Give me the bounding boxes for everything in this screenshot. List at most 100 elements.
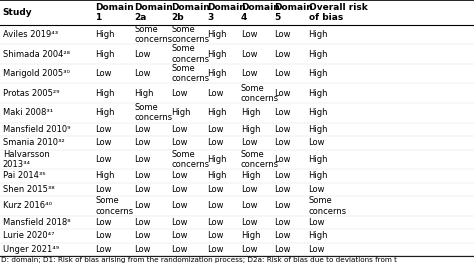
Text: Low: Low — [171, 245, 188, 254]
Text: Shimada 2004²⁸: Shimada 2004²⁸ — [3, 49, 70, 59]
Text: Marigold 2005³⁰: Marigold 2005³⁰ — [3, 69, 70, 78]
Text: Shen 2015³⁸: Shen 2015³⁸ — [3, 185, 55, 194]
Text: Low: Low — [274, 49, 291, 59]
Text: Low: Low — [274, 89, 291, 98]
Text: Low: Low — [274, 30, 291, 39]
Text: Low: Low — [208, 201, 224, 210]
Text: High: High — [208, 49, 227, 59]
Text: Low: Low — [171, 171, 188, 180]
Text: High: High — [171, 108, 191, 117]
Text: Low: Low — [135, 171, 151, 180]
Text: Low: Low — [135, 155, 151, 164]
Text: Low: Low — [208, 185, 224, 194]
Text: Low: Low — [95, 245, 112, 254]
Text: High: High — [309, 30, 328, 39]
Text: Low: Low — [171, 138, 188, 147]
Text: High: High — [135, 89, 154, 98]
Text: High: High — [309, 89, 328, 98]
Text: Low: Low — [274, 185, 291, 194]
Text: Low: Low — [208, 89, 224, 98]
Text: Maki 2008³¹: Maki 2008³¹ — [3, 108, 53, 117]
Text: High: High — [309, 125, 328, 134]
Text: Low: Low — [171, 89, 188, 98]
Text: Aviles 2019⁴³: Aviles 2019⁴³ — [3, 30, 58, 39]
Text: Low: Low — [241, 49, 257, 59]
Text: Low: Low — [208, 245, 224, 254]
Text: Domain
4: Domain 4 — [241, 3, 280, 22]
Text: High: High — [241, 231, 260, 240]
Text: Low: Low — [274, 138, 291, 147]
Text: High: High — [208, 108, 227, 117]
Text: High: High — [309, 69, 328, 78]
Text: Some
concerns: Some concerns — [95, 196, 133, 215]
Text: Low: Low — [135, 69, 151, 78]
Text: Low: Low — [135, 201, 151, 210]
Text: High: High — [95, 30, 115, 39]
Text: Lurie 2020⁴⁷: Lurie 2020⁴⁷ — [3, 231, 55, 240]
Text: Unger 2021⁴⁹: Unger 2021⁴⁹ — [3, 245, 59, 254]
Text: Low: Low — [135, 49, 151, 59]
Text: Some
concerns: Some concerns — [241, 150, 279, 169]
Text: Smania 2010³²: Smania 2010³² — [3, 138, 64, 147]
Text: Some
concerns: Some concerns — [171, 25, 209, 44]
Text: High: High — [208, 69, 227, 78]
Text: Halvarsson
2013³⁴: Halvarsson 2013³⁴ — [3, 150, 50, 169]
Text: Low: Low — [135, 218, 151, 227]
Text: Low: Low — [171, 231, 188, 240]
Text: Low: Low — [95, 185, 112, 194]
Text: Low: Low — [274, 108, 291, 117]
Text: Low: Low — [135, 125, 151, 134]
Text: Some
concerns: Some concerns — [171, 44, 209, 64]
Text: Low: Low — [241, 245, 257, 254]
Text: Some
concerns: Some concerns — [241, 83, 279, 103]
Text: Low: Low — [274, 218, 291, 227]
Text: Pai 2014³⁵: Pai 2014³⁵ — [3, 171, 46, 180]
Text: High: High — [95, 108, 115, 117]
Text: Low: Low — [95, 69, 112, 78]
Text: High: High — [208, 171, 227, 180]
Text: Domain
2b: Domain 2b — [171, 3, 210, 22]
Text: Some
concerns: Some concerns — [309, 196, 346, 215]
Text: High: High — [309, 155, 328, 164]
Text: High: High — [95, 49, 115, 59]
Text: Domain
2a: Domain 2a — [135, 3, 173, 22]
Text: Low: Low — [95, 125, 112, 134]
Text: Domain
3: Domain 3 — [208, 3, 246, 22]
Text: Low: Low — [171, 218, 188, 227]
Text: Domain
1: Domain 1 — [95, 3, 134, 22]
Text: Low: Low — [309, 138, 325, 147]
Text: Low: Low — [309, 218, 325, 227]
Text: High: High — [309, 49, 328, 59]
Text: Mansfield 2018⁸: Mansfield 2018⁸ — [3, 218, 71, 227]
Text: High: High — [241, 171, 260, 180]
Text: Low: Low — [208, 125, 224, 134]
Text: Low: Low — [135, 245, 151, 254]
Text: Low: Low — [274, 155, 291, 164]
Text: Kurz 2016⁴⁰: Kurz 2016⁴⁰ — [3, 201, 52, 210]
Text: Overall risk
of bias: Overall risk of bias — [309, 3, 367, 22]
Text: Low: Low — [274, 69, 291, 78]
Text: High: High — [95, 171, 115, 180]
Text: Low: Low — [95, 155, 112, 164]
Text: Low: Low — [171, 185, 188, 194]
Text: Low: Low — [274, 201, 291, 210]
Text: Low: Low — [95, 138, 112, 147]
Text: Low: Low — [135, 185, 151, 194]
Text: Low: Low — [274, 125, 291, 134]
Text: D: domain; D1: Risk of bias arising from the randomization process; D2a: Risk of: D: domain; D1: Risk of bias arising from… — [1, 257, 397, 263]
Text: Protas 2005²⁹: Protas 2005²⁹ — [3, 89, 59, 98]
Text: Some
concerns: Some concerns — [171, 150, 209, 169]
Text: Mansfield 2010⁹: Mansfield 2010⁹ — [3, 125, 70, 134]
Text: Low: Low — [241, 218, 257, 227]
Text: Low: Low — [241, 201, 257, 210]
Text: Low: Low — [171, 201, 188, 210]
Text: High: High — [241, 125, 260, 134]
Text: Low: Low — [208, 218, 224, 227]
Text: Low: Low — [309, 245, 325, 254]
Text: High: High — [309, 171, 328, 180]
Text: Low: Low — [274, 171, 291, 180]
Text: Low: Low — [241, 185, 257, 194]
Text: Low: Low — [241, 30, 257, 39]
Text: Some
concerns: Some concerns — [171, 64, 209, 83]
Text: Low: Low — [95, 218, 112, 227]
